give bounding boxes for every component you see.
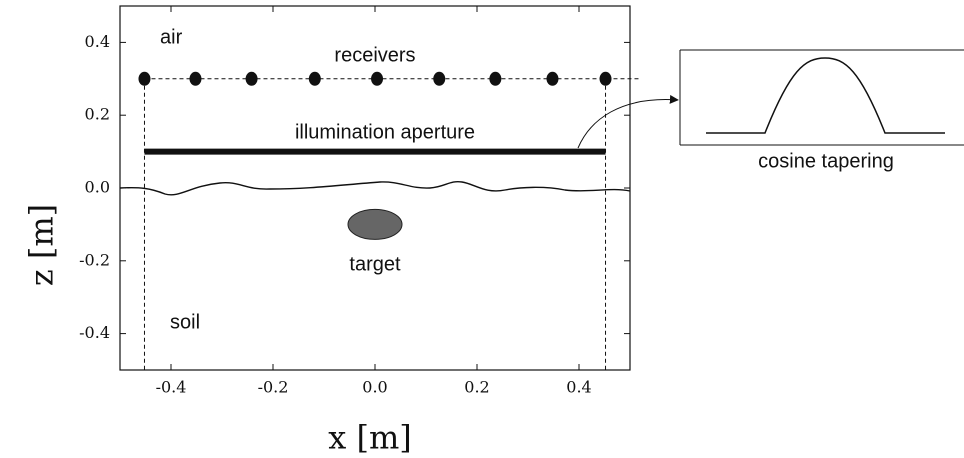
receiver	[546, 72, 558, 86]
soil-label: soil	[170, 311, 200, 333]
inset: cosine tapering	[680, 50, 964, 172]
arrow	[578, 100, 678, 148]
receiver	[246, 72, 258, 86]
y-tick-label: 0.4	[85, 32, 110, 51]
y-tick-label: 0.2	[85, 105, 110, 124]
x-tick-label: 0.2	[464, 378, 489, 397]
receiver	[309, 72, 321, 86]
taper-curve	[706, 58, 945, 133]
y-axis-label: z [m]	[23, 204, 61, 286]
x-tick-label: -0.4	[156, 378, 187, 397]
target	[348, 209, 402, 239]
figure: air receivers illumination aperture targ…	[0, 0, 964, 458]
x-tick-label: -0.2	[258, 378, 289, 397]
x-axis-label: x [m]	[328, 419, 412, 457]
page: air receivers illumination aperture targ…	[0, 0, 964, 458]
receiver	[489, 72, 501, 86]
receiver	[189, 72, 201, 86]
receiver	[138, 72, 150, 86]
target-label: target	[349, 253, 401, 275]
interface	[120, 182, 630, 195]
x-tick-label: 0.0	[362, 378, 387, 397]
air-label: air	[160, 26, 183, 48]
y-tick-label: 0.0	[85, 178, 110, 197]
y-tick-label: -0.4	[79, 323, 110, 342]
receiver	[433, 72, 445, 86]
inset-label: cosine tapering	[758, 150, 894, 172]
receivers-label: receivers	[334, 44, 415, 66]
x-tick-label: 0.4	[566, 378, 591, 397]
aperture-label: illumination aperture	[295, 121, 475, 143]
y-tick-label: -0.2	[79, 250, 110, 269]
receiver	[371, 72, 383, 86]
receiver	[600, 72, 612, 86]
